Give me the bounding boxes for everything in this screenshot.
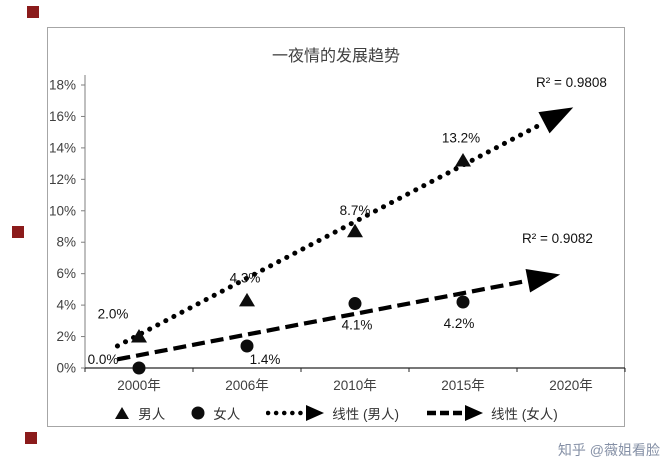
- data-point-women: [132, 361, 146, 375]
- legend-label-women: 女人: [213, 407, 241, 422]
- data-label: 4.2%: [444, 316, 475, 331]
- red-square-marker-top: [27, 6, 39, 18]
- data-point-men: [131, 329, 147, 343]
- data-point-men: [239, 292, 255, 307]
- trendline-arrowhead-women: [525, 268, 561, 293]
- y-tick-label: 6%: [56, 266, 76, 281]
- circle-marker-icon: [191, 406, 205, 420]
- trendline-arrowhead-men: [538, 107, 574, 134]
- data-label: 0.0%: [88, 352, 119, 367]
- data-point-women: [348, 297, 362, 311]
- dotted-arrow-icon: [266, 405, 325, 421]
- data-point-men: [455, 152, 471, 167]
- x-tick-label: 2015年: [441, 378, 485, 393]
- y-tick-label: 10%: [49, 203, 76, 218]
- data-point-women: [240, 339, 254, 353]
- legend-label-trend-men: 线性 (男人): [332, 407, 399, 422]
- y-tick-label: 4%: [56, 298, 76, 313]
- data-label: 2.0%: [98, 307, 129, 322]
- chart-title: 一夜情的发展趋势: [271, 48, 400, 65]
- x-tick-label: 2000年: [117, 378, 161, 393]
- x-tick-label: 2006年: [225, 378, 269, 393]
- y-tick-label: 16%: [49, 109, 76, 124]
- data-label: 4.1%: [342, 318, 373, 333]
- data-point-men: [347, 223, 363, 238]
- y-tick-label: 14%: [49, 140, 76, 155]
- x-tick-label: 2020年: [549, 378, 593, 393]
- data-label: 4.3%: [230, 270, 261, 285]
- r-squared-label-women: R² = 0.9082: [522, 231, 593, 246]
- legend: 男人 女人 线性 (男人) 线性 (女人): [47, 400, 625, 426]
- y-tick-label: 2%: [56, 329, 76, 344]
- legend-item-women: 女人: [191, 403, 240, 423]
- y-tick-label: 12%: [49, 172, 76, 187]
- legend-item-trend-men: 线性 (男人): [266, 403, 399, 423]
- r-squared-label-men: R² = 0.9808: [536, 75, 607, 90]
- legend-label-men: 男人: [138, 407, 166, 422]
- watermark-zhihu: 知乎 @薇姐看脸: [557, 442, 660, 458]
- y-tick-label: 8%: [56, 235, 76, 250]
- data-label: 8.7%: [340, 203, 371, 218]
- legend-item-trend-women: 线性 (女人): [425, 403, 558, 423]
- trendline-women: [117, 278, 529, 362]
- y-tick-label: 18%: [49, 78, 76, 93]
- y-tick-label: 0%: [56, 361, 76, 376]
- dashed-arrow-icon: [427, 405, 483, 421]
- x-tick-label: 2010年: [333, 378, 377, 393]
- triangle-marker-icon: [115, 407, 130, 419]
- chart-border: [47, 27, 625, 427]
- legend-item-men: 男人: [114, 403, 165, 423]
- data-label: 13.2%: [442, 130, 480, 145]
- red-square-marker-middle: [12, 226, 24, 238]
- data-label: 1.4%: [250, 352, 281, 367]
- trendline-men: [114, 120, 547, 349]
- red-square-marker-bottom: [25, 432, 37, 444]
- legend-label-trend-women: 线性 (女人): [491, 407, 558, 422]
- data-point-women: [456, 295, 470, 309]
